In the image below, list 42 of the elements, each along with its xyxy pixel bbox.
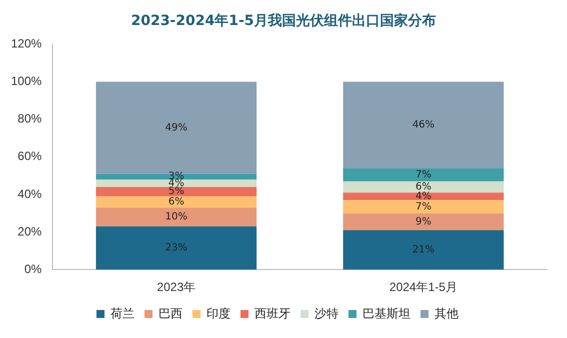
y-tick-label: 60% [18, 149, 42, 164]
data-label: 7% [415, 201, 432, 212]
data-label: 7% [415, 169, 432, 180]
legend-label: 沙特 [314, 306, 338, 320]
data-label: 21% [412, 244, 435, 256]
legend-label: 巴基斯坦 [362, 306, 410, 320]
y-tick-label: 40% [18, 186, 42, 201]
legend-label: 印度 [206, 306, 230, 320]
legend-label: 荷兰 [110, 306, 134, 320]
y-tick-label: 120% [10, 36, 42, 51]
legend-label: 西班牙 [254, 306, 290, 320]
legend-label: 其他 [434, 306, 458, 320]
bar [343, 200, 504, 214]
y-tick-label: 100% [10, 74, 42, 88]
bar [343, 168, 504, 182]
bar [96, 179, 257, 187]
legend-label: 巴西 [158, 306, 182, 320]
bar [96, 174, 257, 180]
x-tick-label: 2023年 [156, 280, 196, 294]
chart-title: 2023-2024年1-5月我国光伏组件出口国家分布 [130, 12, 438, 31]
bar [96, 186, 257, 196]
data-label: 49% [165, 122, 188, 134]
bar [96, 226, 257, 270]
data-label: 9% [415, 216, 432, 228]
x-tick-label: 2024年1-5月 [389, 280, 458, 294]
y-tick-label: 80% [18, 112, 42, 126]
bar [343, 213, 504, 230]
data-label: 4% [415, 190, 432, 202]
data-label: 23% [165, 242, 188, 254]
bar [343, 192, 504, 200]
data-label: 5% [168, 186, 184, 198]
data-label: 6% [415, 182, 432, 193]
bar [96, 208, 257, 226]
y-tick-label: 20% [18, 224, 42, 238]
bar [343, 181, 504, 193]
y-tick-label: 0% [24, 262, 42, 276]
bar [343, 230, 504, 270]
data-label: 6% [168, 196, 184, 208]
bar [96, 196, 257, 208]
bar [343, 82, 504, 168]
data-label: 46% [412, 120, 435, 131]
data-label: 10% [165, 212, 188, 223]
